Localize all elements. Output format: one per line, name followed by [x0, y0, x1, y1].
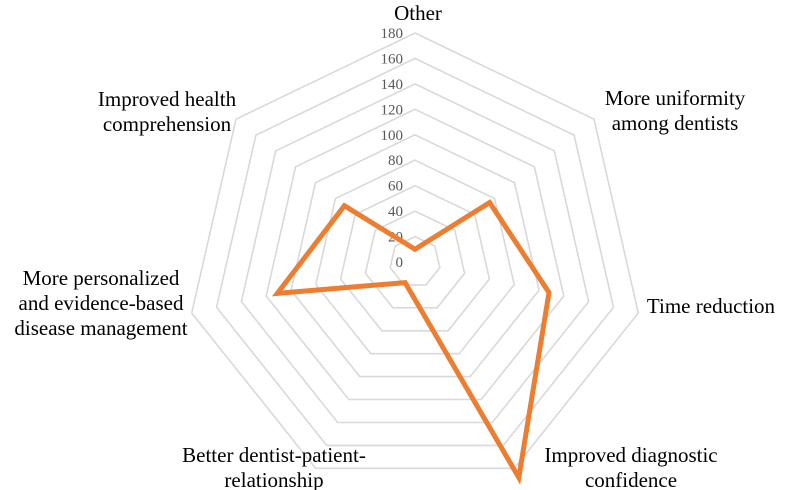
grid-layer [190, 32, 640, 470]
category-label-line: and evidence-based [19, 291, 184, 315]
category-label-line: More uniformity [605, 86, 746, 110]
category-label: Better dentist-patient-relationship [182, 443, 366, 490]
category-label: Improved diagnostic confidence [544, 443, 717, 490]
category-label-line: Time reduction [647, 294, 776, 318]
category-label-line: Other [394, 1, 442, 25]
grid-ring-140 [240, 83, 590, 424]
grid-ring-20 [389, 235, 441, 286]
category-label-line: comprehension [103, 112, 232, 136]
tick-label: 80 [388, 153, 403, 169]
tick-label: 40 [388, 204, 403, 220]
category-label-line: Improved health [98, 87, 237, 111]
grid-ring-60 [339, 184, 491, 332]
category-label: Other [394, 1, 442, 25]
tick-label: 100 [381, 128, 404, 144]
grid-ring-40 [364, 210, 466, 309]
tick-label: 140 [381, 77, 404, 93]
category-label-line: Improved diagnostic [544, 443, 717, 467]
category-label-line: relationship [224, 468, 323, 490]
category-label-line: Better dentist-patient- [182, 443, 366, 467]
series-line-0 [271, 199, 552, 485]
category-label-line: More personalized [23, 266, 180, 290]
tick-label: 60 [388, 179, 403, 195]
grid-ring-120 [265, 108, 565, 401]
category-label: More uniformity among dentists [605, 86, 746, 135]
series-layer [271, 199, 552, 485]
grid-ring-160 [215, 57, 615, 447]
grid-ring-100 [290, 133, 540, 378]
tick-label: 0 [396, 255, 404, 271]
tick-label: 160 [381, 51, 404, 67]
grid-ring-180 [190, 32, 640, 470]
category-label: More personalized and evidence-based disea… [14, 266, 187, 340]
tick-label: 120 [381, 102, 404, 118]
category-label-line: confidence [585, 468, 677, 490]
category-label: Time reduction [647, 294, 776, 318]
tick-label: 180 [381, 26, 404, 42]
category-label-layer: Other More uniformity among dentists Time r… [14, 1, 775, 490]
category-label-line: among dentists [612, 111, 739, 135]
category-label-line: disease management [14, 316, 187, 340]
category-label: Improved health comprehension [98, 87, 237, 136]
